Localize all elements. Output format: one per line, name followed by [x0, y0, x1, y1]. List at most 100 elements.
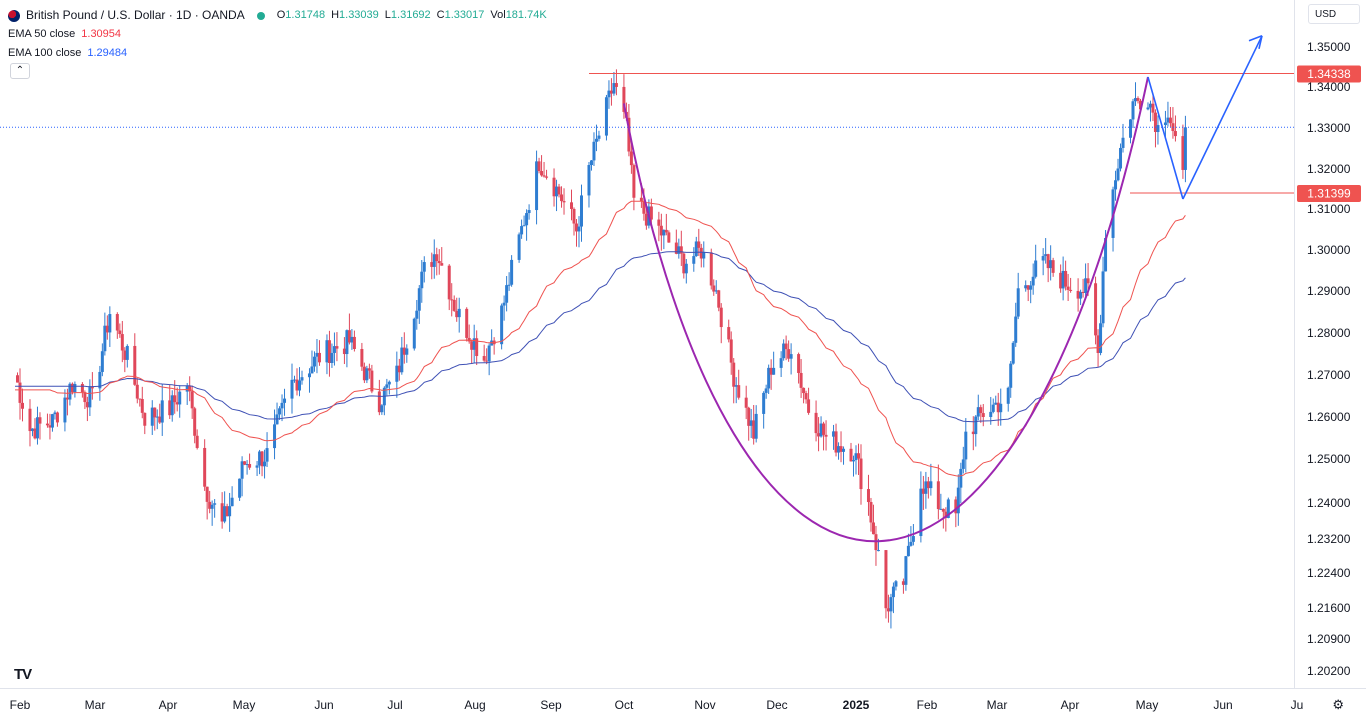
candle-body — [542, 175, 546, 177]
gear-icon[interactable]: ⚙ — [1332, 697, 1344, 712]
candle-body — [522, 225, 526, 227]
candle-body — [168, 400, 172, 416]
ohlc-low: L1.31692 — [384, 9, 431, 21]
candle-body — [527, 210, 531, 214]
candle-body — [537, 161, 541, 172]
candle-body — [560, 194, 564, 202]
candle-body — [607, 90, 611, 98]
candle-body — [1096, 335, 1100, 353]
candle-body — [405, 348, 409, 355]
candle-body — [520, 226, 524, 235]
flag-icon — [8, 9, 20, 22]
ema50-row[interactable]: EMA 50 close 1.30954 — [8, 25, 547, 44]
candle-body — [352, 336, 356, 349]
y-tick-label: 1.28000 — [1307, 326, 1351, 340]
candle-body — [16, 375, 20, 383]
candle-body — [437, 261, 441, 264]
candle-body — [911, 536, 915, 542]
candle-body — [979, 407, 983, 414]
candle-body — [345, 330, 349, 355]
x-tick-label: Dec — [766, 698, 787, 712]
candle-body — [852, 460, 856, 462]
candle-body — [961, 459, 965, 469]
candle-body — [1146, 107, 1150, 110]
candle-body — [135, 384, 139, 399]
candle-body — [295, 379, 299, 391]
candle-body — [385, 384, 389, 388]
candle-body — [682, 253, 686, 274]
symbol-row: British Pound / U.S. Dollar · 1D · OANDA… — [8, 6, 547, 25]
symbol-title[interactable]: British Pound / U.S. Dollar · 1D · OANDA — [26, 8, 245, 22]
candle-body — [457, 308, 461, 318]
candle-body — [1046, 254, 1050, 269]
candle-body — [714, 290, 718, 292]
candle-body — [924, 481, 928, 494]
candle-body — [1024, 285, 1028, 289]
candle-body — [472, 338, 476, 350]
x-tick-label: Jun — [314, 698, 333, 712]
candle-body — [939, 508, 943, 510]
candle-body — [175, 402, 179, 405]
candle-body — [667, 232, 671, 243]
x-tick-label: 2025 — [843, 698, 870, 712]
candle-body — [540, 171, 544, 176]
candle-body — [891, 586, 895, 598]
y-tick-label: 1.31000 — [1307, 202, 1351, 216]
candle-body — [153, 407, 157, 418]
candle-body — [946, 499, 950, 518]
market-status-icon — [256, 11, 265, 20]
candle-body — [674, 242, 678, 254]
tradingview-logo[interactable]: TV — [14, 666, 32, 683]
candle-body — [692, 256, 696, 264]
candle-body — [335, 346, 339, 349]
candle-body — [856, 453, 860, 459]
candle-body — [837, 446, 841, 453]
candle-body — [572, 208, 576, 224]
candle-body — [664, 229, 668, 233]
candle-body — [644, 213, 648, 226]
candle-body — [694, 241, 698, 257]
candle-body — [996, 402, 1000, 413]
candle-body — [562, 201, 566, 203]
candle-body — [894, 581, 898, 587]
candle-body — [18, 382, 22, 403]
arrow-head-icon — [1248, 35, 1263, 49]
candle-body — [824, 434, 828, 437]
candle-body — [1069, 289, 1073, 291]
candle-body — [1034, 260, 1038, 277]
candle-body — [225, 506, 229, 517]
candle-body — [1031, 276, 1035, 286]
ema100-row[interactable]: EMA 100 close 1.29484 — [8, 44, 547, 63]
candle-body — [976, 407, 980, 417]
candle-body — [597, 135, 601, 139]
candle-body — [80, 383, 84, 393]
candle-body — [629, 151, 633, 166]
candle-body — [632, 165, 636, 198]
y-tick-label: 1.21600 — [1307, 601, 1351, 615]
price-label-badge — [1297, 185, 1361, 203]
candle-body — [784, 343, 788, 350]
candle-body — [45, 423, 49, 426]
candle-body — [293, 379, 297, 381]
candle-body — [330, 352, 334, 363]
y-tick-label: 1.20200 — [1307, 664, 1351, 678]
candle-body — [283, 398, 287, 403]
ema100-label: EMA 100 close — [8, 47, 82, 59]
candle-body — [991, 404, 995, 412]
candle-body — [173, 395, 177, 403]
ema50-line — [15, 200, 1186, 477]
currency-selector[interactable]: USD — [1308, 4, 1360, 24]
candle-body — [1044, 254, 1048, 257]
candle-body — [190, 391, 194, 409]
candle-body — [255, 465, 259, 468]
candle-body — [994, 402, 998, 405]
y-tick-label: 1.24000 — [1307, 496, 1351, 510]
y-tick-label: 1.23200 — [1307, 532, 1351, 546]
legend-collapse-button[interactable]: ⌃ — [10, 63, 30, 79]
candle-body — [719, 307, 723, 328]
candle-body — [1059, 272, 1063, 289]
candle-body — [1009, 363, 1013, 388]
candle-body — [712, 285, 716, 292]
